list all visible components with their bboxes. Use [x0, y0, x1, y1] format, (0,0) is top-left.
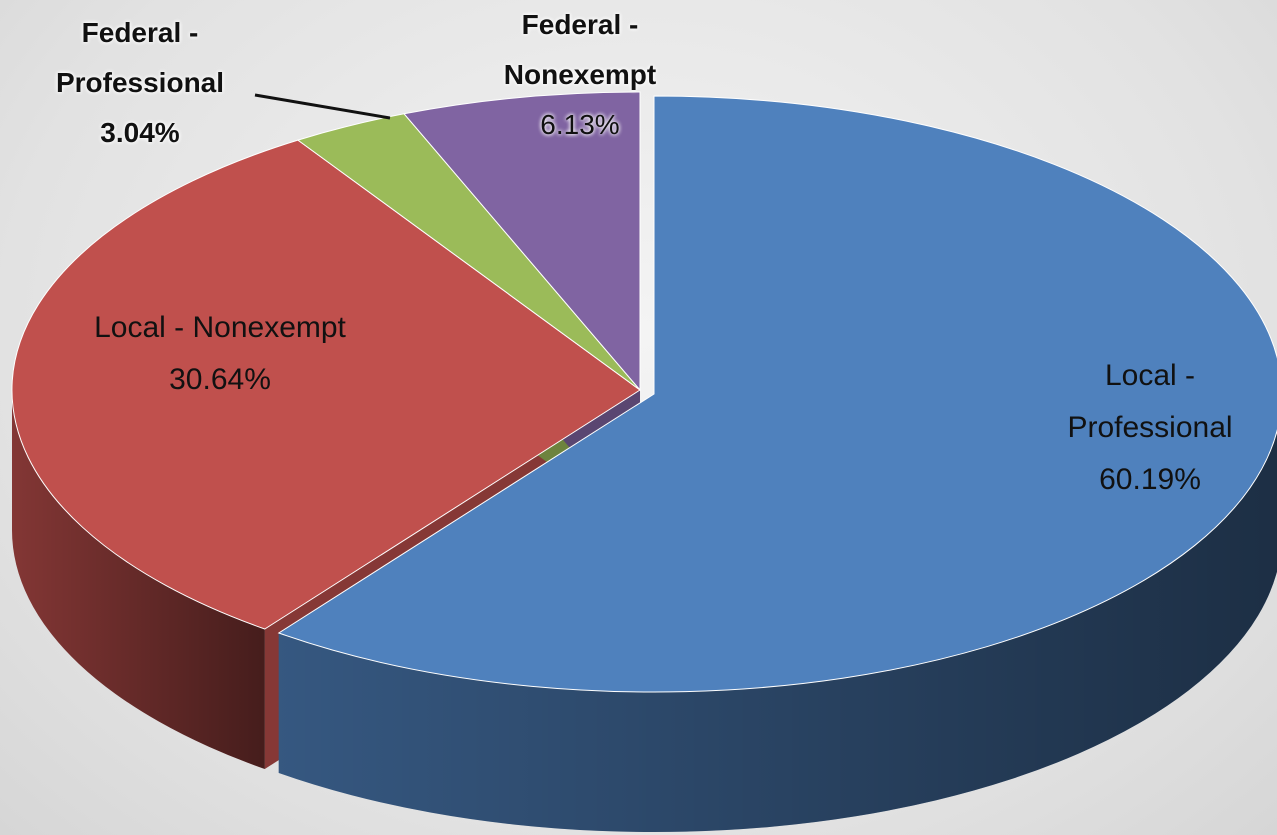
slice	[403, 91, 641, 392]
value-label: 6.13%	[540, 109, 620, 140]
slice	[277, 95, 1277, 693]
data-label: Local - Nonexempt 30.64%	[50, 302, 390, 406]
data-label: Local - Professional 60.19%	[1040, 350, 1260, 506]
value-label: 60.19%	[1099, 463, 1201, 496]
category-label: Local - Professional	[1067, 359, 1233, 444]
data-label: Federal - Nonexempt 6.13%	[460, 0, 700, 150]
slice-side-shade	[278, 431, 1277, 833]
category-label: Federal - Nonexempt	[503, 9, 657, 90]
value-label: 3.04%	[100, 117, 180, 148]
data-label: Federal - Professional 3.04%	[25, 8, 255, 158]
slice-side-shade	[11, 390, 265, 769]
category-label: Federal - Professional	[55, 17, 225, 98]
value-label: 30.64%	[169, 363, 271, 396]
slice	[11, 139, 641, 630]
leader-line	[254, 93, 391, 120]
category-label: Local - Nonexempt	[94, 311, 346, 344]
